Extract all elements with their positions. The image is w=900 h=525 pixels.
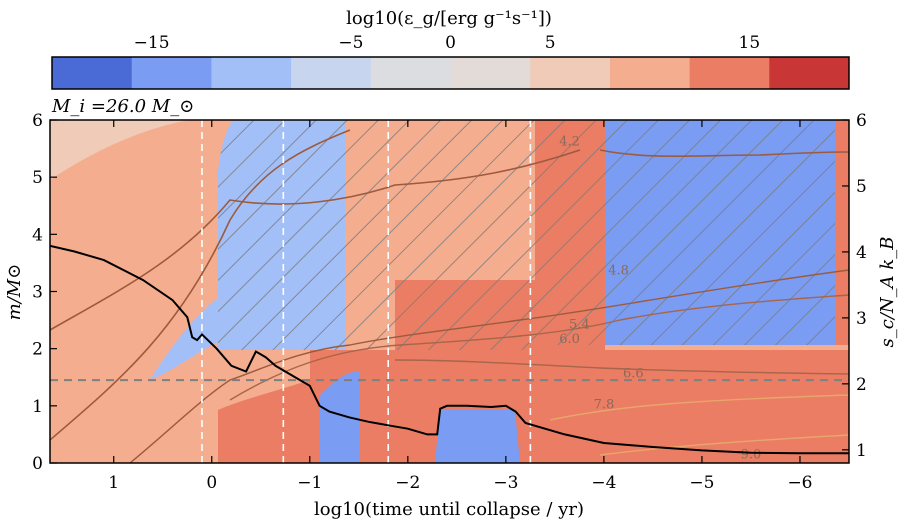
x-tick-label: −4 xyxy=(591,473,616,493)
heatmap-region-left-spike xyxy=(150,295,222,380)
colorbar-tick-label: 5 xyxy=(545,33,556,53)
heatmap-region-right-edge xyxy=(835,120,849,345)
contour-label: 4.8 xyxy=(608,263,629,278)
heatmap-region-top-left xyxy=(50,120,190,180)
colorbar-bin xyxy=(211,57,292,89)
y-right-tick-label: 1 xyxy=(856,441,867,461)
plot-area xyxy=(50,120,849,463)
colorbar-tick-label: 0 xyxy=(445,33,456,53)
x-tick-label: −6 xyxy=(787,473,812,493)
convective-hatch-2 xyxy=(350,120,535,350)
colorbar-ticks: −15 −5 0 5 15 xyxy=(134,33,761,63)
y-axis-left: 0 1 2 3 4 5 6 xyxy=(32,111,57,474)
y-axis-right: 1 2 3 4 5 6 xyxy=(842,111,867,461)
y-left-tick-label: 5 xyxy=(32,168,43,188)
y-left-tick-label: 2 xyxy=(32,340,43,360)
y-right-tick-label: 4 xyxy=(856,243,867,263)
x-axis: 1 0 −1 −2 −3 −4 −5 −6 xyxy=(108,120,813,493)
heatmap-region-blue-core xyxy=(435,410,520,463)
contour-label: 6.0 xyxy=(559,332,580,347)
contour-label: 5.4 xyxy=(569,318,590,333)
y-right-tick-label: 2 xyxy=(856,375,867,395)
colorbar-bin xyxy=(769,57,850,89)
colorbar-bin xyxy=(52,57,133,89)
y-left-tick-label: 4 xyxy=(32,225,43,245)
y-left-tick-label: 3 xyxy=(32,283,43,303)
colorbar-bin xyxy=(291,57,372,89)
colorbar-bin xyxy=(609,57,691,89)
contour-label: 6.6 xyxy=(623,366,644,381)
x-axis-label: log10(time until collapse / yr) xyxy=(314,499,584,520)
colorbar-tick-label: 15 xyxy=(739,33,761,53)
colorbar-bin xyxy=(450,57,531,89)
y-axis-left-label: m/M⊙ xyxy=(4,264,25,321)
colorbar-bin xyxy=(370,57,451,89)
y-left-tick-label: 6 xyxy=(32,111,43,131)
mass-annotation: M_i =26.0 M_⊙ xyxy=(51,96,194,117)
contour-label: 7.8 xyxy=(594,398,615,413)
x-tick-label: −1 xyxy=(297,473,322,493)
convective-hatch-3 xyxy=(535,120,835,345)
contour-label: 9.0 xyxy=(741,447,762,462)
colorbar-bin xyxy=(530,57,611,89)
heatmap-region-blue-left xyxy=(320,371,360,463)
y-axis-right-label: s_c/N_A k_B xyxy=(877,237,898,348)
contour-labels: 4.2 4.8 5.46.0 6.6 7.8 9.0 xyxy=(559,135,761,463)
x-tick-label: −3 xyxy=(493,473,518,493)
y-right-tick-label: 3 xyxy=(856,309,867,329)
colorbar-frame xyxy=(51,56,850,90)
y-left-tick-label: 1 xyxy=(32,397,43,417)
series-line-0 xyxy=(50,244,849,455)
x-tick-label: 0 xyxy=(206,473,217,493)
colorbar-tick-label: −5 xyxy=(338,33,363,53)
colorbar-bin xyxy=(131,57,212,89)
y-right-tick-label: 6 xyxy=(856,111,867,131)
x-tick-label: −2 xyxy=(395,473,420,493)
colorbar-tick-label: −15 xyxy=(134,33,170,53)
x-tick-label: 1 xyxy=(108,473,119,493)
colorbar xyxy=(52,57,850,89)
dashed-lines xyxy=(50,120,849,463)
x-tick-label: −5 xyxy=(689,473,714,493)
y-right-tick-label: 5 xyxy=(856,177,867,197)
y-left-tick-label: 0 xyxy=(32,454,43,474)
colorbar-label: log10(ε_g/[erg g⁻¹s⁻¹]) xyxy=(346,8,552,29)
contour-label: 4.2 xyxy=(559,135,580,150)
heatmap-region-core-lower xyxy=(218,380,310,463)
colorbar-bin xyxy=(689,57,770,89)
